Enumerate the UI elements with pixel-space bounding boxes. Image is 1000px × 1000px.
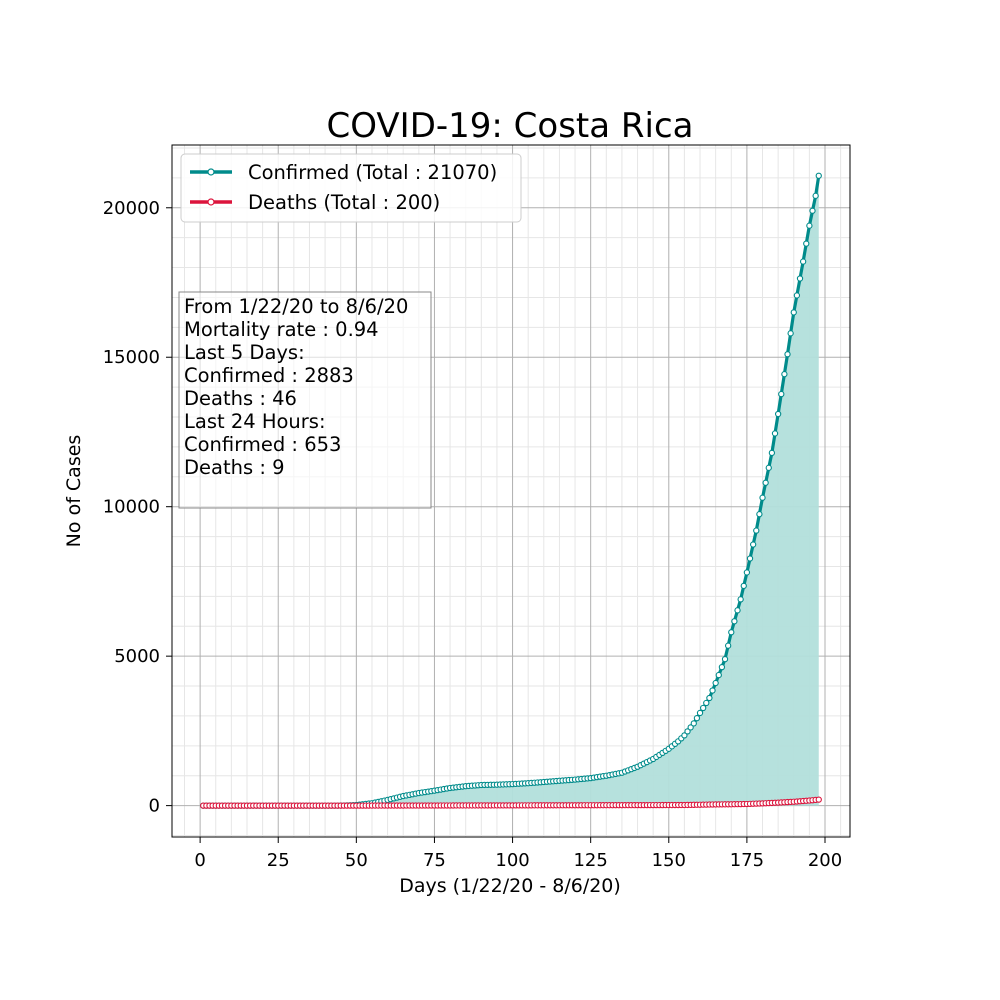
confirmed-point [715,671,722,679]
x-tick-label: 150 [652,850,686,871]
info-line-last5-confirmed: Confirmed : 2883 [184,364,354,387]
confirmed-point [718,663,726,671]
deaths-point [815,796,822,803]
confirmed-point [774,410,782,418]
x-tick-label: 0 [194,850,205,871]
legend: Confirmed (Total : 21070) Deaths (Total … [180,153,522,223]
confirmed-point [799,258,807,265]
confirmed-point [803,240,810,247]
confirmed-point [737,596,744,603]
confirmed-point [706,694,713,702]
confirmed-point [703,699,710,707]
confirmed-point [759,494,766,501]
confirmed-point [712,679,719,687]
x-tick-label: 125 [573,850,607,871]
confirmed-point [793,292,801,299]
legend-confirmed-label: Confirmed (Total : 21070) [248,161,497,184]
confirmed-point [696,709,704,717]
x-axis-ticks: 0 25 50 75 100 125 150 175 200 [194,837,842,871]
confirmed-point [796,275,804,282]
confirmed-point [778,390,785,398]
confirmed-point [765,464,772,471]
confirmed-point [684,728,691,735]
confirmed-point [693,715,701,722]
info-box: From 1/22/20 to 8/6/20 Mortality rate : … [178,291,432,509]
confirmed-point [700,704,707,712]
x-tick-label: 175 [730,850,764,871]
confirmed-area-fill [203,175,819,806]
confirmed-point [787,330,794,337]
confirmed-point [781,371,788,378]
info-line-mortality: Mortality rate : 0.94 [184,318,379,341]
x-tick-label: 50 [345,850,368,871]
info-line-last24-confirmed: Confirmed : 653 [184,433,341,456]
confirmed-point [721,655,729,663]
x-tick-label: 200 [808,850,842,871]
plot-area [200,172,822,809]
confirmed-point [753,527,760,534]
x-axis-label: Days (1/22/20 - 8/6/20) [399,875,621,897]
info-line-last5-deaths: Deaths : 46 [184,387,297,410]
confirmed-point [768,449,776,457]
x-tick-label: 100 [495,850,529,871]
confirmed-point [806,222,813,229]
confirmed-point [746,555,754,562]
info-box-frame [178,291,432,509]
x-tick-label: 25 [267,850,290,871]
y-axis-label: No of Cases [63,435,85,548]
confirmed-point [812,192,819,199]
info-line-date-range: From 1/22/20 to 8/6/20 [184,295,408,318]
y-tick-label: 5000 [114,646,160,667]
legend-confirmed-marker [207,168,215,176]
chart-title: COVID-19: Costa Rica [327,106,694,146]
y-tick-label: 20000 [103,198,160,219]
legend-deaths-label: Deaths (Total : 200) [248,191,440,214]
confirmed-point [790,309,797,316]
y-tick-label: 10000 [103,497,160,518]
confirmed-point [681,732,688,739]
confirmed-point [740,582,747,590]
plot-frame [171,144,851,838]
confirmed-point [771,430,779,437]
legend-frame [180,153,522,223]
info-line-last24-deaths: Deaths : 9 [184,456,285,479]
y-tick-label: 0 [149,796,160,817]
legend-deaths-marker [207,198,215,206]
confirmed-point [724,642,732,649]
info-line-last5-header: Last 5 Days: [184,341,305,364]
confirmed-point [687,724,694,731]
confirmed-point [756,511,763,518]
confirmed-point [734,607,741,614]
confirmed-point [728,629,735,636]
info-line-last24-header: Last 24 Hours: [184,410,326,433]
confirmed-point [709,687,716,694]
confirmed-point [815,172,822,179]
confirmed-point [749,541,757,548]
confirmed-point [784,351,791,358]
confirmed-point [690,720,697,727]
confirmed-point [731,618,738,625]
confirmed-point [762,479,769,486]
confirmed-point [809,207,816,214]
confirmed-point [743,569,751,576]
y-axis-ticks: 0 5000 10000 15000 20000 [103,198,172,817]
x-tick-label: 75 [423,850,446,871]
y-tick-label: 15000 [103,347,160,368]
